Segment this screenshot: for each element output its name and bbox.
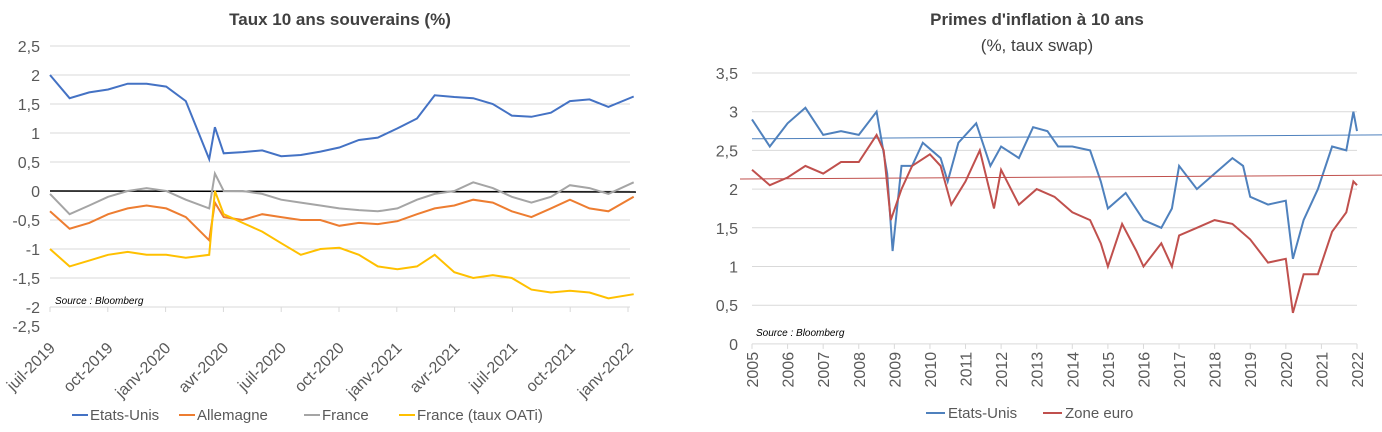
x-tick-label: 2005 xyxy=(745,352,762,388)
right-chart: 3,5 3 2,5 2 1,5 1 0,5 0 2005 2006 2007 2008 2009 2010… xyxy=(716,66,1382,422)
x-tick-label: 2011 xyxy=(959,352,976,387)
y-tick-label: 2 xyxy=(31,68,40,85)
y-tick-label: -2 xyxy=(26,300,40,317)
y-tick-label: -1,5 xyxy=(12,271,40,288)
x-tick-label: avr-2021 xyxy=(407,340,464,397)
x-tick-label: 2010 xyxy=(923,352,940,388)
series-line-france xyxy=(49,170,635,216)
x-tick-label: 2006 xyxy=(781,352,798,388)
y-tick-label: 0,5 xyxy=(716,298,738,315)
x-tick-label: 2020 xyxy=(1279,352,1296,388)
y-tick-label: 2,5 xyxy=(18,39,40,56)
x-tick-label: 2017 xyxy=(1172,352,1189,388)
x-tick-label: 2018 xyxy=(1208,352,1225,388)
y-tick-label: 0 xyxy=(31,184,40,201)
y-tick-label: -1 xyxy=(26,242,40,259)
x-tick-label: 2008 xyxy=(852,352,869,388)
x-tick-label: 2012 xyxy=(994,352,1011,388)
y-tick-label: 2,5 xyxy=(716,143,738,160)
x-tick-label: juil-2021 xyxy=(466,340,522,396)
x-tick-label: janv-2020 xyxy=(112,340,174,402)
x-tick-label: janv-2022 xyxy=(574,340,636,402)
series-line-france-taux-oati- xyxy=(49,190,634,300)
legend-label: Zone euro xyxy=(1065,405,1133,422)
y-tick-label: 0 xyxy=(729,337,738,354)
x-tick-label: oct-2020 xyxy=(292,340,348,396)
legend-label: Allemagne xyxy=(197,407,268,424)
x-tick-label: janv-2021 xyxy=(343,340,405,402)
trend-line-zone-euro xyxy=(739,174,1382,180)
y-tick-label: -2,5 xyxy=(12,319,40,336)
y-tick-label: 1,5 xyxy=(716,221,738,238)
legend-label: Etats-Unis xyxy=(948,405,1017,422)
series-line-etats-unis xyxy=(49,74,635,163)
legend-label: France xyxy=(322,407,369,424)
x-tick-label: juil-2020 xyxy=(235,340,291,396)
x-tick-label: 2021 xyxy=(1314,352,1331,388)
right-chart-title: Primes d'inflation à 10 ans xyxy=(930,10,1144,29)
y-tick-label: 3 xyxy=(729,105,738,122)
left-source-note: Source : Bloomberg xyxy=(55,296,144,307)
x-tick-label: 2022 xyxy=(1350,352,1367,388)
y-tick-label: 1,5 xyxy=(18,97,40,114)
x-tick-label: 2016 xyxy=(1136,352,1153,388)
x-tick-label: juil-2019 xyxy=(3,340,59,396)
right-source-note: Source : Bloomberg xyxy=(756,328,845,339)
y-tick-label: 0,5 xyxy=(18,155,40,172)
y-tick-label: 3,5 xyxy=(716,66,738,83)
legend-label: France (taux OATi) xyxy=(417,407,543,424)
right-chart-subtitle: (%, taux swap) xyxy=(981,36,1093,55)
x-tick-label: 2009 xyxy=(887,352,904,388)
left-chart-title: Taux 10 ans souverains (%) xyxy=(229,10,451,29)
x-tick-label: 2013 xyxy=(1030,352,1047,388)
y-tick-label: -0,5 xyxy=(12,213,40,230)
y-tick-label: 1 xyxy=(729,260,738,277)
series-line-etats-unis xyxy=(751,106,1358,260)
series-line-zone-euro xyxy=(751,132,1358,314)
x-tick-label: avr-2020 xyxy=(176,340,233,397)
series-line-allemagne xyxy=(49,195,635,243)
legend-label: Etats-Unis xyxy=(90,407,159,424)
y-tick-label: 1 xyxy=(31,126,40,143)
x-tick-label: oct-2019 xyxy=(61,340,117,396)
trend-line-etats-unis xyxy=(751,134,1382,140)
x-tick-label: oct-2021 xyxy=(523,340,579,396)
y-tick-label: 2 xyxy=(729,182,738,199)
x-tick-label: 2015 xyxy=(1101,352,1118,388)
x-tick-label: 2014 xyxy=(1065,352,1082,388)
x-tick-label: 2019 xyxy=(1243,352,1260,388)
x-tick-label: 2007 xyxy=(816,352,833,388)
zero-line xyxy=(49,190,637,193)
